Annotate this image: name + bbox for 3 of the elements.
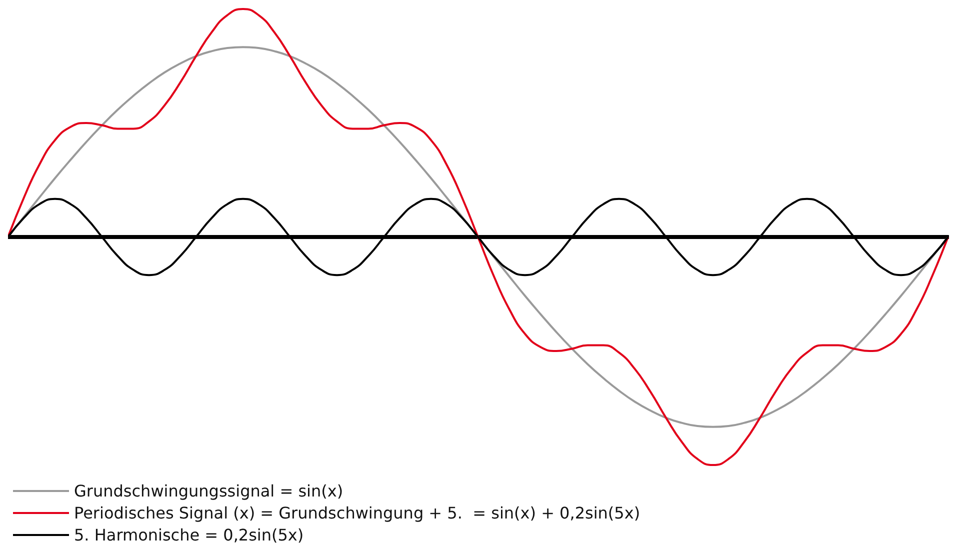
legend-label: Grundschwingungssignal = sin(x): [74, 482, 344, 500]
legend-label: Periodisches Signal (x) = Grundschwingung + 5. = sin(x) + 0,2sin(5x): [74, 504, 640, 522]
legend-label: 5. Harmonische = 0,2sin(5x): [74, 526, 304, 544]
